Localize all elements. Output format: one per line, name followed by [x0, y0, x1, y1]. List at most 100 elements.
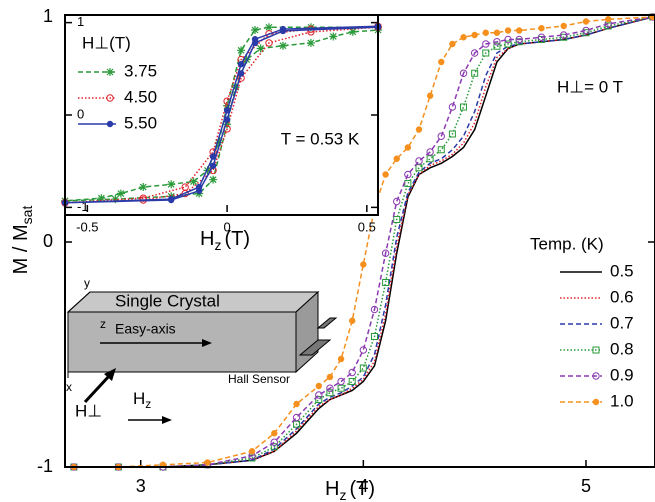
marker — [592, 398, 600, 406]
marker — [471, 69, 479, 77]
marker — [237, 70, 245, 77]
marker — [279, 25, 287, 33]
x-tick-label: 5 — [581, 476, 591, 496]
marker — [382, 171, 389, 178]
marker — [404, 170, 412, 179]
marker — [251, 26, 260, 35]
marker — [167, 180, 176, 189]
marker — [537, 33, 546, 41]
marker — [592, 372, 600, 380]
legend-label: 0.5 — [610, 261, 634, 280]
arrowhead — [104, 368, 116, 381]
marker — [231, 83, 240, 92]
marker — [482, 29, 489, 36]
axis-label-unit: (T) — [224, 228, 250, 250]
marker — [326, 389, 334, 397]
marker — [582, 26, 590, 35]
marker — [271, 430, 278, 437]
plot-frame — [64, 14, 379, 216]
marker — [348, 378, 356, 385]
marker — [370, 333, 378, 340]
axis-label-text: M / M — [10, 224, 32, 274]
legend-label: 5.50 — [124, 113, 157, 132]
marker — [223, 120, 232, 129]
marker — [448, 130, 456, 138]
legend-label: 3.75 — [124, 61, 157, 80]
marker — [460, 103, 468, 111]
marker — [459, 69, 468, 77]
arrowhead — [202, 339, 212, 347]
marker — [248, 448, 256, 455]
marker — [460, 34, 467, 41]
marker — [471, 31, 478, 39]
legend-label: 1.0 — [610, 391, 634, 410]
diagram-label: H — [133, 389, 145, 408]
diagram-label: x — [66, 380, 72, 394]
y-tick-label: 1 — [77, 14, 84, 29]
marker — [504, 27, 512, 34]
y-tick-label: -1 — [77, 199, 89, 214]
diagram-label: y — [84, 276, 90, 290]
inset-background — [65, 15, 378, 215]
hall-sensor — [298, 339, 332, 356]
marker — [306, 38, 315, 47]
marker — [209, 153, 217, 160]
x-tick-label: 4 — [358, 476, 368, 496]
marker — [482, 49, 490, 57]
series-line — [73, 16, 653, 468]
marker — [449, 40, 456, 48]
x-tick-label: 3 — [136, 476, 146, 496]
marker — [337, 384, 345, 392]
marker — [315, 391, 323, 399]
marker — [493, 29, 501, 36]
marker — [337, 377, 345, 386]
marker — [538, 25, 545, 32]
marker — [251, 36, 259, 43]
marker — [415, 126, 423, 133]
diagram-label: Single Crystal — [115, 291, 220, 310]
axis-label: Hz (T) — [200, 228, 250, 252]
marker — [237, 60, 245, 68]
marker — [223, 107, 231, 114]
marker — [426, 155, 434, 163]
marker — [426, 92, 434, 99]
marker — [256, 44, 265, 53]
marker — [348, 368, 356, 377]
marker — [139, 183, 148, 192]
marker — [315, 382, 323, 390]
marker — [592, 346, 600, 354]
marker — [195, 183, 203, 191]
marker — [604, 22, 612, 30]
y-tick-label: -1 — [37, 456, 53, 476]
marker — [349, 317, 356, 324]
marker — [560, 31, 568, 39]
diagram-label: Hz — [133, 389, 151, 411]
marker — [106, 120, 114, 128]
marker — [605, 16, 612, 23]
diagram-label: Hall Sensor — [228, 372, 290, 386]
marker — [265, 39, 273, 47]
axis-label-text: H — [325, 478, 339, 500]
y-tick-label: 0 — [43, 231, 53, 251]
marker — [504, 40, 512, 48]
marker — [470, 49, 479, 57]
marker — [504, 35, 512, 44]
marker — [329, 32, 338, 41]
marker — [223, 116, 231, 123]
marker — [359, 346, 368, 354]
hall-sensor — [316, 317, 338, 329]
marker — [582, 29, 590, 37]
x-tick-label: 0.5 — [358, 219, 376, 234]
marker — [415, 164, 423, 172]
marker — [493, 42, 501, 50]
marker — [359, 364, 367, 372]
series-line — [73, 16, 653, 468]
marker — [381, 249, 390, 257]
y-tick-label: 0 — [77, 106, 84, 121]
axis-label: Hz (T) — [325, 478, 375, 502]
annotation: T = 0.53 K — [281, 129, 360, 148]
marker — [582, 18, 590, 25]
marker — [315, 396, 323, 403]
marker — [189, 177, 198, 186]
